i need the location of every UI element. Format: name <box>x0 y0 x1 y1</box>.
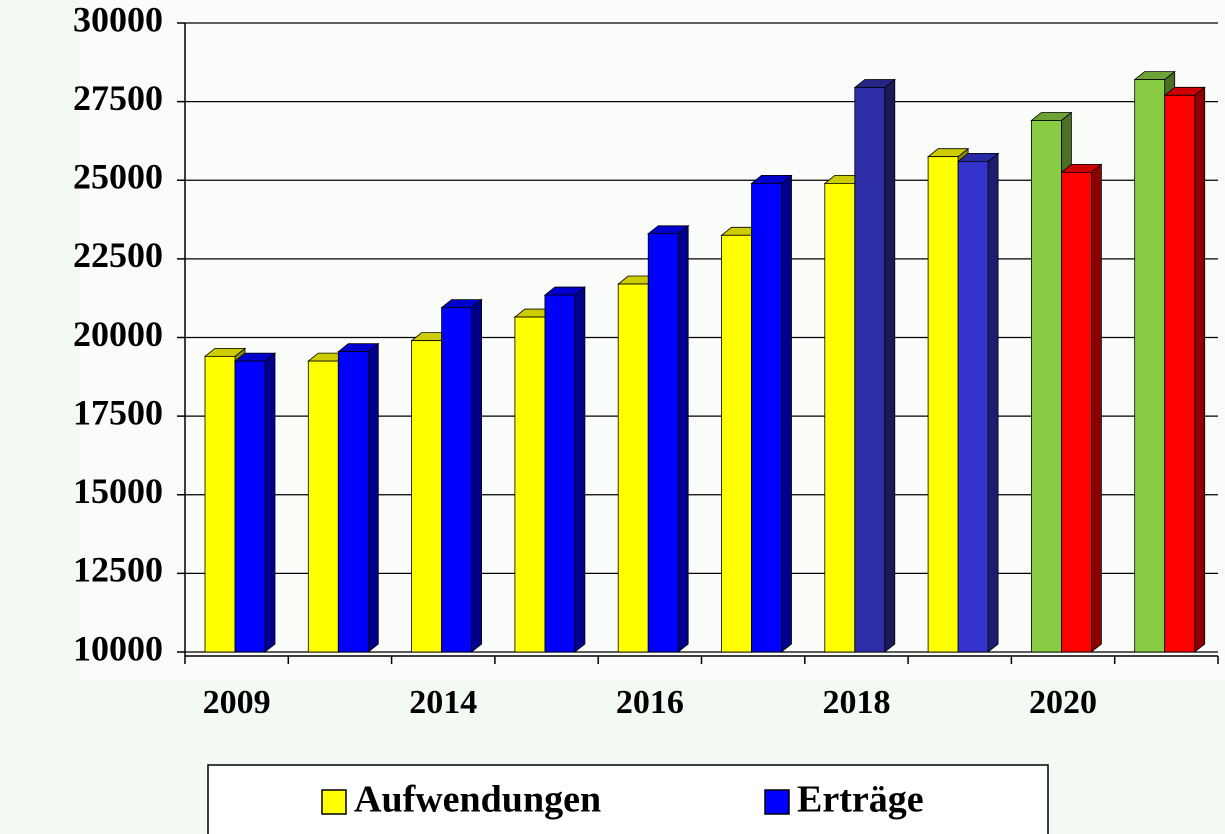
bar-side <box>781 174 792 653</box>
bar-side <box>987 152 999 653</box>
bar <box>337 351 369 653</box>
bar <box>927 156 959 653</box>
bar <box>721 234 752 653</box>
bar <box>824 182 856 653</box>
y-tick-label: 20000 <box>73 314 163 354</box>
legend-swatch <box>764 789 790 815</box>
x-tick-label: 2014 <box>409 684 477 721</box>
bar <box>234 360 266 653</box>
x-tick-label: 2016 <box>616 684 684 721</box>
bar-side <box>1194 86 1206 653</box>
bar <box>617 283 649 653</box>
bar-side <box>264 352 276 653</box>
y-tick-label: 30000 <box>73 0 163 39</box>
y-tick-label: 15000 <box>73 471 163 511</box>
y-tick-label: 17500 <box>73 392 163 432</box>
bar-side <box>367 342 379 653</box>
bar <box>441 307 473 653</box>
y-tick-label: 22500 <box>73 235 163 275</box>
bar <box>1031 120 1062 653</box>
bar <box>957 160 989 653</box>
bar <box>751 182 782 653</box>
bar <box>1061 171 1092 653</box>
x-tick-label: 2020 <box>1029 684 1097 721</box>
bar <box>204 355 236 653</box>
legend-swatch <box>321 789 347 815</box>
bar-side <box>1091 163 1102 653</box>
x-tick-label: 2018 <box>822 684 890 721</box>
bar <box>647 233 679 653</box>
bar <box>1134 79 1166 653</box>
bar <box>307 360 339 653</box>
bar-side <box>574 286 586 653</box>
legend-label: Aufwendungen <box>354 779 601 821</box>
bar <box>1164 94 1196 653</box>
bar <box>411 340 443 653</box>
y-tick-label: 25000 <box>73 157 163 197</box>
bar-side <box>884 78 896 653</box>
y-tick-label: 10000 <box>73 628 163 668</box>
bar-side <box>471 298 483 653</box>
bar-side <box>677 224 689 653</box>
bar <box>514 316 546 653</box>
y-tick-label: 27500 <box>73 78 163 118</box>
bar <box>854 87 886 653</box>
bar <box>544 294 576 653</box>
legend-label: Erträge <box>797 779 924 821</box>
legend-box <box>207 764 1049 834</box>
x-tick-label: 2009 <box>203 684 271 721</box>
y-tick-label: 12500 <box>73 550 163 590</box>
